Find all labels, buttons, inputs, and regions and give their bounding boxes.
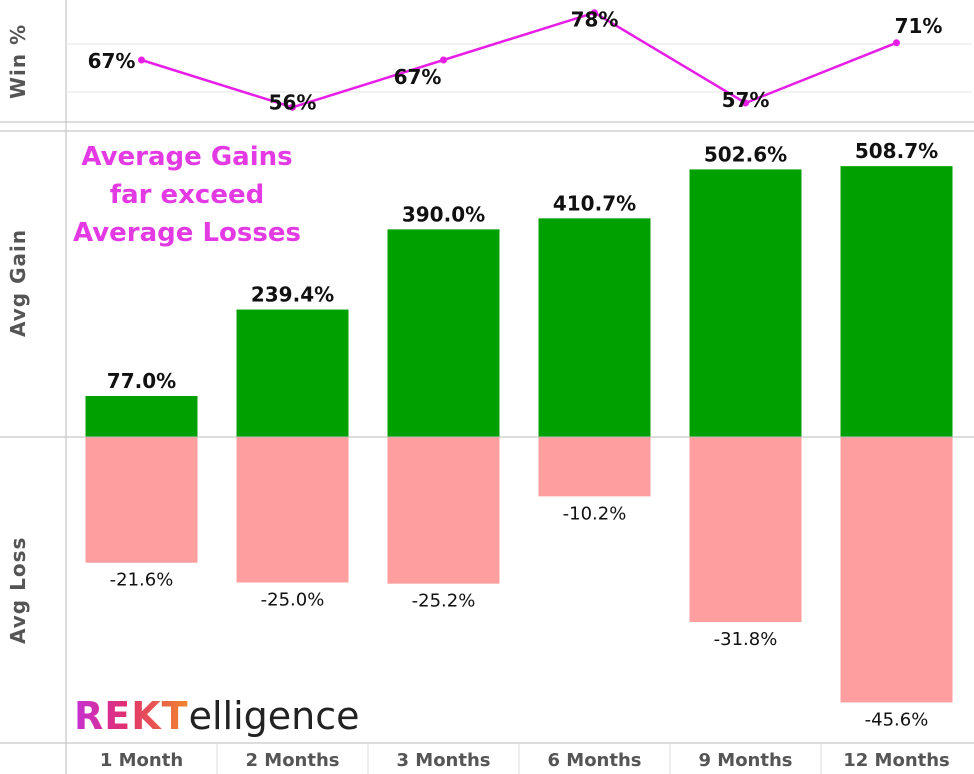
win-pct-point <box>591 9 598 17</box>
gain-data-label: 77.0% <box>107 369 176 393</box>
annotation: Average Gains far exceed Average Losses <box>60 138 314 252</box>
loss-bar <box>538 437 651 497</box>
win-pct-data-label: 67% <box>394 65 442 89</box>
avg-loss-axis-label: Avg Loss <box>6 536 30 644</box>
win-pct-point <box>138 56 145 64</box>
logo-text: elligence <box>188 694 360 738</box>
annotation-line: Average Gains <box>81 142 293 172</box>
gain-data-label: 239.4% <box>251 283 334 307</box>
loss-bar <box>689 437 802 623</box>
logo-mark: REKT <box>74 694 189 738</box>
x-tick-label: 2 Months <box>245 750 339 771</box>
loss-bar <box>85 437 198 563</box>
rektelligence-logo: REKTelligence <box>74 692 360 740</box>
win-pct-data-label: 71% <box>895 14 943 38</box>
loss-data-label: -25.0% <box>261 590 325 611</box>
gain-bar <box>840 166 953 437</box>
gain-data-label: 410.7% <box>553 191 636 215</box>
win-pct-point <box>289 103 296 111</box>
win-pct-line <box>141 11 897 109</box>
win-pct-point <box>440 56 447 64</box>
avg-gain-axis-label: Avg Gain <box>6 228 30 338</box>
gain-bar <box>387 229 500 437</box>
loss-data-label: -25.2% <box>412 591 476 612</box>
win-pct-point <box>893 39 900 47</box>
win-pct-data-label: 78% <box>571 8 619 32</box>
loss-data-label: -21.6% <box>110 570 174 591</box>
loss-data-label: -45.6% <box>865 709 929 730</box>
loss-data-label: -10.2% <box>563 503 627 524</box>
x-tick-label: 3 Months <box>396 750 490 771</box>
win-pct-data-label: 57% <box>722 88 770 112</box>
gain-data-label: 508.7% <box>855 139 938 163</box>
x-tick-label: 9 Months <box>698 750 792 771</box>
gain-bar <box>689 169 802 437</box>
gain-bar <box>85 396 198 437</box>
gain-bar <box>236 309 349 437</box>
x-tick-label: 6 Months <box>547 750 641 771</box>
win-pct-point <box>742 99 749 107</box>
annotation-line: far exceed <box>109 180 265 210</box>
win-pct-data-label: 56% <box>269 90 317 114</box>
win-pct-axis-label: Win % <box>6 23 30 99</box>
gain-bar <box>538 218 651 437</box>
loss-bar <box>236 437 349 583</box>
x-tick-label: 12 Months <box>843 750 950 771</box>
loss-bar <box>840 437 953 703</box>
loss-bar <box>387 437 500 584</box>
loss-data-label: -31.8% <box>714 629 778 650</box>
annotation-line: Average Losses <box>73 218 301 248</box>
x-tick-label: 1 Month <box>100 750 183 771</box>
win-pct-data-label: 67% <box>88 49 136 73</box>
gain-data-label: 390.0% <box>402 202 485 226</box>
gain-data-label: 502.6% <box>704 142 787 166</box>
